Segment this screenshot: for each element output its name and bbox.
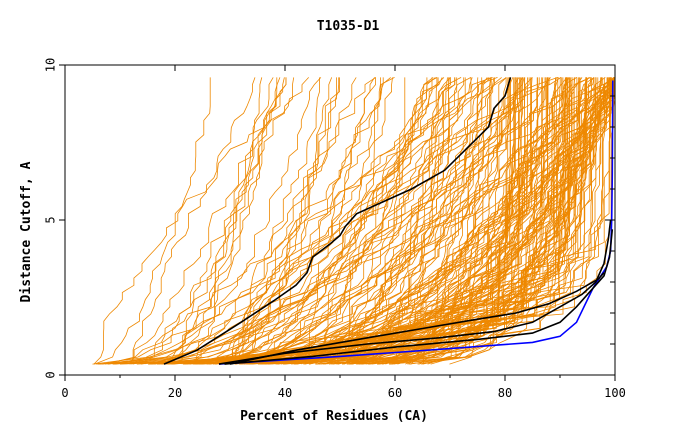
background-curve [229, 77, 375, 365]
background-curve [216, 77, 357, 365]
background-curve [112, 77, 391, 365]
x-axis-ticks: 0 20 40 60 80 100 [61, 65, 626, 400]
highlight-series-0 [218, 80, 614, 365]
background-curve [341, 77, 449, 365]
background-curve [199, 77, 450, 365]
background-curve [94, 77, 211, 365]
background-curve [234, 77, 337, 365]
background-curve [358, 77, 492, 365]
background-curve [105, 77, 287, 365]
background-curve [157, 77, 340, 365]
background-curve [259, 77, 612, 365]
y-axis-label: Distance Cutoff, A [19, 161, 34, 302]
x-axis-label: Percent of Residues (CA) [240, 409, 428, 424]
background-curve [129, 77, 285, 365]
background-curve [283, 77, 523, 365]
background-curve [422, 77, 597, 365]
highlight-curves [163, 77, 614, 365]
chart-title: T1035-D1 [317, 19, 380, 34]
background-curve [222, 77, 516, 365]
highlight-series-2 [218, 219, 612, 365]
background-curve [196, 77, 295, 365]
background-curve [140, 77, 376, 365]
background-curve [237, 77, 559, 365]
x-tick-label: 100 [604, 386, 626, 400]
background-curve [132, 77, 256, 365]
background-curve [225, 77, 562, 365]
background-curve [163, 77, 615, 365]
background-curve [268, 77, 490, 365]
background-curve [160, 77, 533, 365]
background-curve [234, 77, 564, 365]
background-curve [397, 77, 570, 365]
background-curve [171, 77, 466, 365]
background-curve [147, 77, 615, 365]
x-tick-label: 20 [168, 386, 182, 400]
highlight-series-1 [224, 229, 614, 365]
y-tick-label: 10 [44, 58, 58, 72]
background-curve [93, 77, 309, 365]
background-curve [275, 77, 595, 365]
background-curve [258, 77, 549, 365]
background-curve [149, 77, 263, 365]
background-curve [218, 77, 543, 365]
highlight-series-4 [163, 77, 512, 365]
background-curve [337, 77, 533, 365]
background-curve [282, 77, 384, 365]
background-curve [394, 77, 605, 365]
background-curve [206, 77, 608, 365]
background-curve [331, 77, 601, 365]
background-curve [107, 77, 278, 365]
background-curve [304, 77, 588, 365]
background-curve [356, 77, 615, 365]
background-curve [228, 77, 434, 365]
background-curve [228, 77, 340, 365]
highlight-series-3 [229, 272, 605, 365]
background-curve [97, 77, 615, 365]
background-curve [323, 77, 488, 365]
background-curve [348, 77, 458, 365]
background-curve [346, 77, 573, 365]
background-curve [182, 77, 557, 365]
background-curves [92, 77, 615, 365]
background-curve [136, 77, 514, 365]
background-curve [240, 77, 520, 365]
background-curve [369, 77, 567, 365]
background-curve [296, 77, 612, 365]
background-curve [209, 77, 532, 365]
background-curve [144, 77, 507, 365]
background-curve [172, 77, 281, 365]
background-curve [151, 77, 451, 365]
x-tick-label: 80 [498, 386, 512, 400]
background-curve [215, 77, 578, 365]
x-tick-label: 40 [278, 386, 292, 400]
background-curve [291, 77, 448, 365]
background-curve [150, 77, 445, 365]
background-curve [107, 77, 320, 365]
y-axis-ticks: 0 5 10 [44, 58, 615, 379]
background-curve [113, 77, 583, 365]
background-curve [114, 77, 395, 365]
background-curve [248, 77, 472, 365]
background-curve [183, 77, 581, 365]
background-curve [238, 77, 528, 365]
y-tick-label: 0 [44, 371, 58, 378]
x-tick-label: 60 [388, 386, 402, 400]
background-curve [348, 77, 472, 365]
background-curve [227, 77, 587, 365]
background-curve [303, 77, 556, 365]
background-curve [449, 77, 544, 365]
y-tick-label: 5 [44, 216, 58, 223]
background-curve [189, 77, 612, 365]
background-curve [193, 77, 547, 365]
x-tick-label: 0 [61, 386, 68, 400]
background-curve [171, 77, 333, 365]
background-curve [96, 77, 462, 365]
background-curve [326, 77, 530, 365]
background-curve [241, 77, 511, 365]
background-curve [112, 77, 495, 365]
